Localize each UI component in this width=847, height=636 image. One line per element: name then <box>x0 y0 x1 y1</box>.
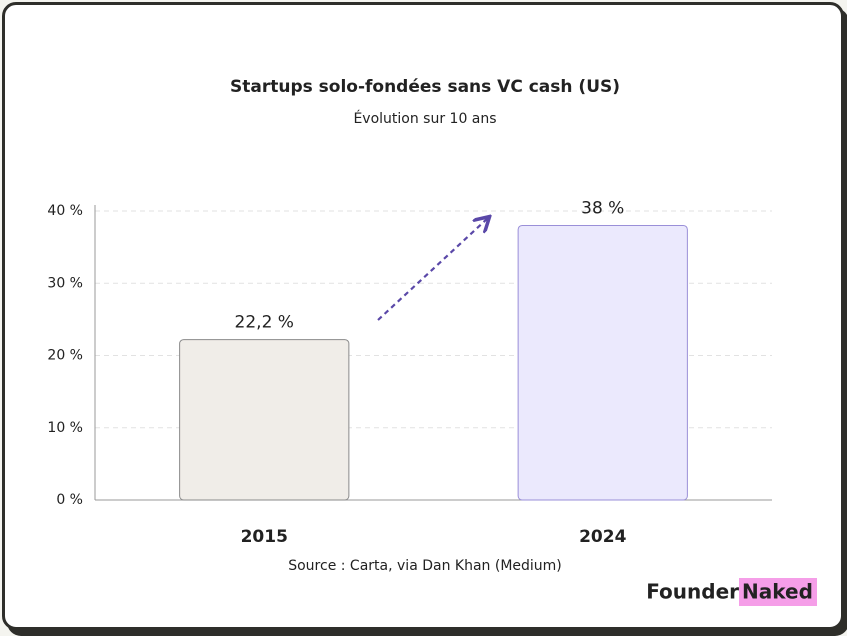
brand-highlight <box>739 578 817 606</box>
y-tick-label: 30 % <box>47 275 83 291</box>
x-tick-label: 2024 <box>579 527 626 547</box>
brand-first: Founder <box>646 580 739 604</box>
value-label: 38 % <box>581 198 624 218</box>
x-tick-label: 2015 <box>241 527 288 547</box>
chart-title: Startups solo-fondées sans VC cash (US) <box>230 77 620 97</box>
bar <box>517 224 688 501</box>
value-label: 22,2 % <box>235 313 294 333</box>
brand-second: Naked <box>742 580 813 604</box>
source: Source : Carta, via Dan Khan (Medium) <box>288 558 562 574</box>
chart: Startups solo-fondées sans VC cash (US) … <box>47 77 817 606</box>
bar <box>179 339 350 501</box>
y-tick-label: 20 % <box>47 348 83 364</box>
y-tick-label: 0 % <box>56 492 83 508</box>
chart-subtitle: Évolution sur 10 ans <box>353 110 496 127</box>
y-tick-label: 40 % <box>47 203 83 219</box>
trend-arrow <box>377 218 488 321</box>
y-tick-label: 10 % <box>47 420 83 436</box>
